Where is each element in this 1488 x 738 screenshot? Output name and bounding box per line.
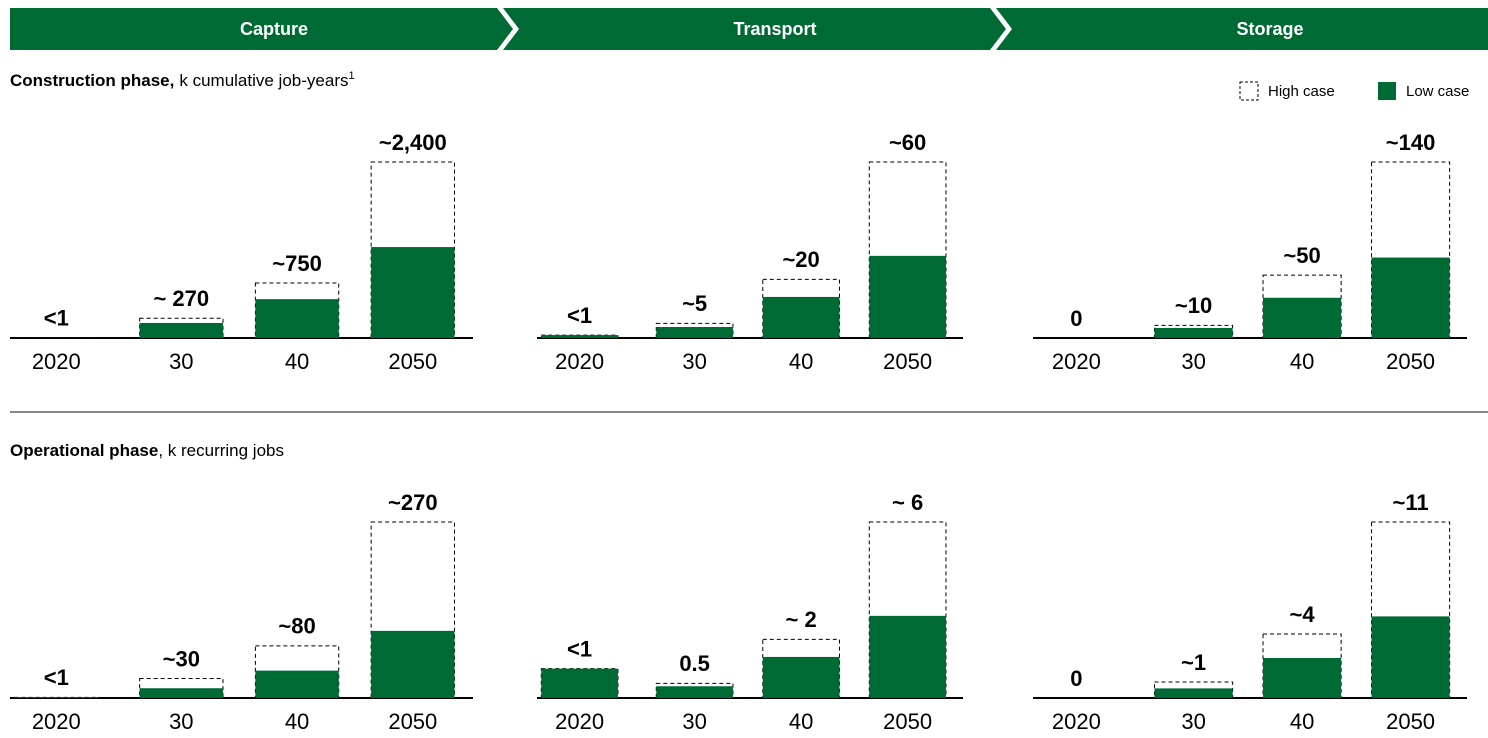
low-bar: [541, 668, 618, 698]
stage-label: Capture: [240, 19, 308, 39]
value-label: <1: [44, 306, 69, 331]
x-tick-label: 2020: [32, 709, 81, 734]
low-bar: [1154, 327, 1233, 338]
x-tick-label: 40: [1290, 349, 1314, 374]
section-title-rest: , k recurring jobs: [158, 441, 284, 460]
low-bar: [255, 670, 339, 698]
low-bar: [1263, 297, 1342, 338]
low-bar: [762, 296, 840, 338]
value-label: ~80: [278, 614, 315, 639]
x-tick-label: 2020: [555, 709, 604, 734]
low-bar: [869, 615, 946, 698]
low-bar: [1371, 257, 1450, 338]
x-tick-label: 2050: [883, 709, 932, 734]
value-label: <1: [44, 665, 69, 690]
value-label: ~1: [1181, 650, 1206, 675]
value-label: <1: [567, 303, 592, 328]
value-label: ~30: [163, 646, 200, 671]
value-label: ~ 2: [786, 607, 817, 632]
x-tick-label: 40: [1290, 709, 1314, 734]
stage-arrow: [996, 8, 1488, 50]
low-bar: [1263, 658, 1342, 698]
section-title-bold: Construction phase,: [10, 71, 174, 90]
low-bar: [255, 299, 339, 338]
value-label: ~4: [1290, 602, 1316, 627]
value-label: ~20: [782, 247, 819, 272]
value-label: 0: [1070, 666, 1082, 691]
value-label: 0: [1070, 306, 1082, 331]
legend-swatch: [1239, 81, 1259, 101]
value-label: ~60: [889, 130, 926, 155]
value-label: ~50: [1283, 243, 1320, 268]
x-tick-label: 40: [285, 709, 309, 734]
low-bar: [1154, 688, 1233, 698]
legend-swatch: [1378, 82, 1396, 100]
value-label: ~270: [388, 490, 438, 515]
x-tick-label: 30: [1181, 709, 1205, 734]
value-label: ~ 270: [153, 286, 209, 311]
low-bar: [869, 255, 946, 338]
legend-label: Low case: [1406, 83, 1469, 100]
low-bar: [371, 630, 455, 698]
x-tick-label: 2050: [1386, 349, 1435, 374]
x-tick-label: 40: [789, 709, 813, 734]
value-label: ~140: [1386, 130, 1436, 155]
legend-label: High case: [1268, 83, 1335, 100]
stage-label: Transport: [733, 19, 816, 39]
x-tick-label: 2050: [388, 709, 437, 734]
section-title: Operational phase, k recurring jobs: [10, 441, 284, 460]
x-tick-label: 30: [682, 709, 706, 734]
x-tick-label: 2020: [32, 349, 81, 374]
x-tick-label: 30: [1181, 349, 1205, 374]
low-bar: [139, 322, 223, 338]
x-tick-label: 30: [169, 349, 193, 374]
x-tick-label: 2050: [388, 349, 437, 374]
low-bar: [656, 327, 733, 338]
low-bar: [371, 247, 455, 338]
value-label: <1: [567, 636, 592, 661]
x-tick-label: 2020: [555, 349, 604, 374]
low-bar: [541, 335, 618, 338]
low-bar: [1371, 616, 1450, 698]
x-tick-label: 2020: [1052, 709, 1101, 734]
value-label: ~11: [1393, 490, 1429, 515]
section-title: Construction phase, k cumulative job-year…: [10, 70, 355, 91]
footnote-mark: 1: [348, 70, 354, 82]
x-tick-label: 2020: [1052, 349, 1101, 374]
low-bar: [656, 686, 733, 698]
stage-label: Storage: [1236, 19, 1303, 39]
x-tick-label: 30: [682, 349, 706, 374]
x-tick-label: 2050: [1386, 709, 1435, 734]
section-title-rest: k cumulative job-years: [179, 71, 348, 90]
stage-arrow: [503, 8, 1006, 50]
value-label: ~10: [1175, 293, 1212, 318]
value-label: ~ 6: [892, 490, 923, 515]
value-label: 0.5: [679, 651, 710, 676]
value-label: ~2,400: [379, 130, 447, 155]
x-tick-label: 40: [285, 349, 309, 374]
section-title-bold: Operational phase: [10, 441, 158, 460]
x-tick-label: 2050: [883, 349, 932, 374]
low-bar: [139, 688, 223, 698]
stage-arrow: [10, 8, 513, 50]
x-tick-label: 30: [169, 709, 193, 734]
low-bar: [14, 697, 98, 698]
value-label: ~750: [272, 251, 322, 276]
value-label: ~5: [682, 291, 707, 316]
x-tick-label: 40: [789, 349, 813, 374]
low-bar: [762, 656, 840, 698]
